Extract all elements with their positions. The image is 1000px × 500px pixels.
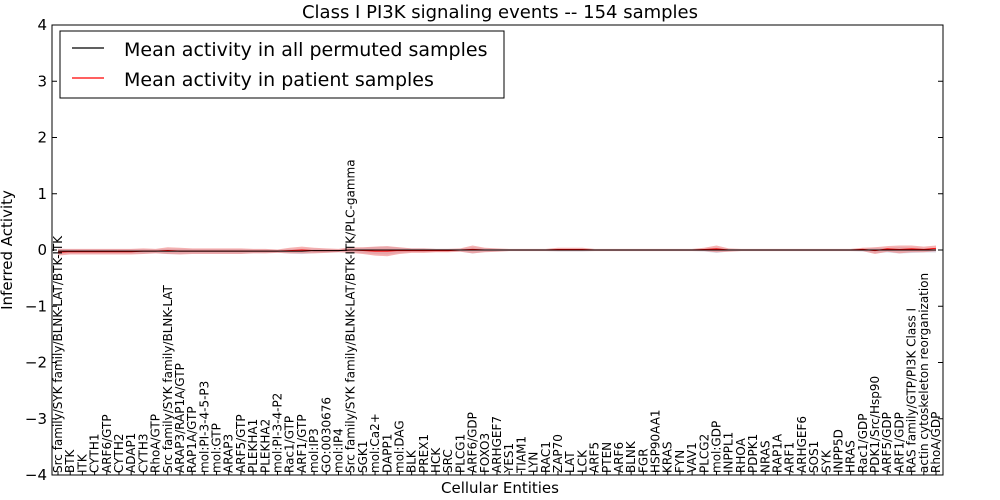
- x-tick-label: HCK: [429, 447, 443, 473]
- x-tick-label: INPP5D: [831, 429, 845, 473]
- patient-band: [58, 245, 936, 257]
- x-tick-label: mol:DAG: [392, 420, 406, 473]
- x-tick-label: PLEKHA2: [258, 419, 272, 473]
- x-tick-label: LAT: [563, 451, 577, 473]
- x-tick-label: VAV1: [685, 442, 699, 473]
- x-tick-label: ARF6/GTP: [100, 414, 114, 473]
- x-tick-label: CYTH1: [88, 434, 102, 474]
- y-tick-label: −1: [25, 297, 47, 315]
- x-tick-label: BLNK: [624, 440, 638, 473]
- x-tick-label: RhoA/GDP: [929, 412, 943, 473]
- x-tick-label: mol:IP4: [331, 428, 345, 473]
- x-tick-label: Rac1/GTP: [283, 416, 297, 473]
- x-axis: Src family/SYK family/BLNK-LAT/BTK-ITKBT…: [51, 159, 943, 475]
- x-tick-label: NRAS: [758, 440, 772, 473]
- x-tick-label: ARF5/GTP: [234, 414, 248, 473]
- series-line-permuted: [58, 249, 936, 252]
- y-tick-label: 1: [37, 185, 47, 203]
- x-tick-label: PDK1/Src/Hsp90: [868, 376, 882, 473]
- x-tick-label: ARF5: [588, 442, 602, 473]
- x-tick-label: YES1: [502, 443, 516, 474]
- x-tick-label: SYK: [819, 449, 833, 473]
- x-tick-label: ZAP70: [551, 434, 565, 473]
- x-tick-label: ARF5/GDP: [880, 412, 894, 473]
- x-tick-label: Src family/SYK family/BLNK-LAT/BTK-ITK/P…: [344, 159, 358, 473]
- chart-title: Class I PI3K signaling events -- 154 sam…: [302, 2, 698, 23]
- x-tick-label: CYTH3: [136, 434, 150, 474]
- x-tick-label: mol:GTP: [210, 423, 224, 473]
- y-tick-label: 0: [37, 241, 47, 259]
- x-tick-label: ITK: [75, 453, 89, 473]
- x-tick-label: mol:Ca2+: [368, 413, 382, 473]
- x-tick-label: Rac1/GDP: [856, 414, 870, 473]
- x-tick-label: mol:PI-3-4-P2: [271, 393, 285, 473]
- x-tick-label: ADAP1: [124, 433, 138, 473]
- x-tick-label: KRAS: [661, 441, 675, 473]
- x-tick-label: BLK: [405, 449, 419, 473]
- x-tick-label: mol:IP3: [307, 428, 321, 473]
- y-tick-label: −4: [25, 466, 47, 484]
- x-tick-label: RAP1A/GTP: [185, 406, 199, 473]
- x-tick-label: mol:GDP: [710, 421, 724, 473]
- legend: Mean activity in all permuted samples Me…: [59, 30, 505, 99]
- x-tick-label: PDPK1: [746, 434, 760, 473]
- x-tick-label: RAS family/GTP/PI3K Class I: [905, 308, 919, 473]
- legend-box: [59, 30, 505, 99]
- y-axis-label: Inferred Activity: [0, 190, 16, 310]
- y-tick-label: 3: [37, 72, 47, 90]
- x-tick-label: HSP90AA1: [649, 409, 663, 473]
- series-layer: [57, 247, 937, 253]
- x-tick-label: ARF1: [783, 442, 797, 473]
- x-tick-label: HRAS: [844, 440, 858, 473]
- x-tick-label: SRC: [441, 449, 455, 473]
- x-tick-label: TIAM1: [514, 436, 528, 474]
- x-tick-label: BTK: [63, 448, 77, 473]
- x-tick-label: ARAP3: [222, 434, 236, 473]
- x-tick-label: ARF6/GDP: [466, 412, 480, 473]
- x-tick-label: PLCG2: [697, 434, 711, 473]
- x-tick-label: CYTH2: [112, 434, 126, 474]
- x-tick-label: RhoA/GTP: [149, 414, 163, 473]
- x-tick-label: PREX1: [417, 434, 431, 473]
- x-tick-label: PLCG1: [453, 434, 467, 473]
- x-tick-label: PTEN: [600, 442, 614, 473]
- x-tick-label: RHOA: [734, 437, 748, 473]
- x-tick-label: ARF1/GTP: [295, 414, 309, 473]
- legend-label-permuted: Mean activity in all permuted samples: [124, 39, 487, 61]
- x-tick-label: SGK1: [356, 441, 370, 473]
- x-tick-label: mol:PI-3-4-5-P3: [197, 381, 211, 473]
- x-axis-label: Cellular Entities: [441, 479, 559, 497]
- x-tick-label: LYN: [527, 452, 541, 473]
- x-tick-label: ARHGEF7: [490, 416, 504, 473]
- y-tick-label: −3: [25, 410, 47, 428]
- y-tick-label: −2: [25, 354, 47, 372]
- x-tick-label: FOXO3: [478, 433, 492, 473]
- x-tick-label: actin cytoskeleton reorganization: [917, 273, 931, 473]
- x-tick-label: RAC1: [539, 441, 553, 473]
- x-tick-label: RAP1A: [770, 433, 784, 473]
- x-tick-label: Src family/SYK family/BLNK-LAT/BTK-ITK: [51, 235, 65, 473]
- x-tick-label: ARAP3/RAP1A/GTP: [173, 363, 187, 473]
- y-tick-label: 4: [37, 16, 47, 34]
- x-tick-label: ARF1/GDP: [892, 412, 906, 473]
- x-tick-label: FYN: [673, 450, 687, 473]
- x-tick-label: SOS1: [807, 441, 821, 473]
- x-tick-label: DAPP1: [380, 434, 394, 473]
- x-tick-label: ARF6: [612, 442, 626, 473]
- x-tick-label: PLEKHA1: [246, 419, 260, 473]
- y-tick-label: 2: [37, 129, 47, 147]
- x-tick-label: INPPL1: [722, 432, 736, 473]
- y-axis: −4 −3 −2 −1 0 1 2 3 4: [25, 16, 943, 484]
- x-tick-label: FGR: [636, 448, 650, 473]
- x-tick-label: ARHGEF6: [795, 416, 809, 473]
- x-tick-label: Src family/SYK family/BLNK-LAT: [161, 284, 175, 473]
- legend-label-patient: Mean activity in patient samples: [124, 69, 434, 91]
- x-tick-label: GO:0030676: [319, 397, 333, 473]
- x-tick-label: LCK: [575, 449, 589, 473]
